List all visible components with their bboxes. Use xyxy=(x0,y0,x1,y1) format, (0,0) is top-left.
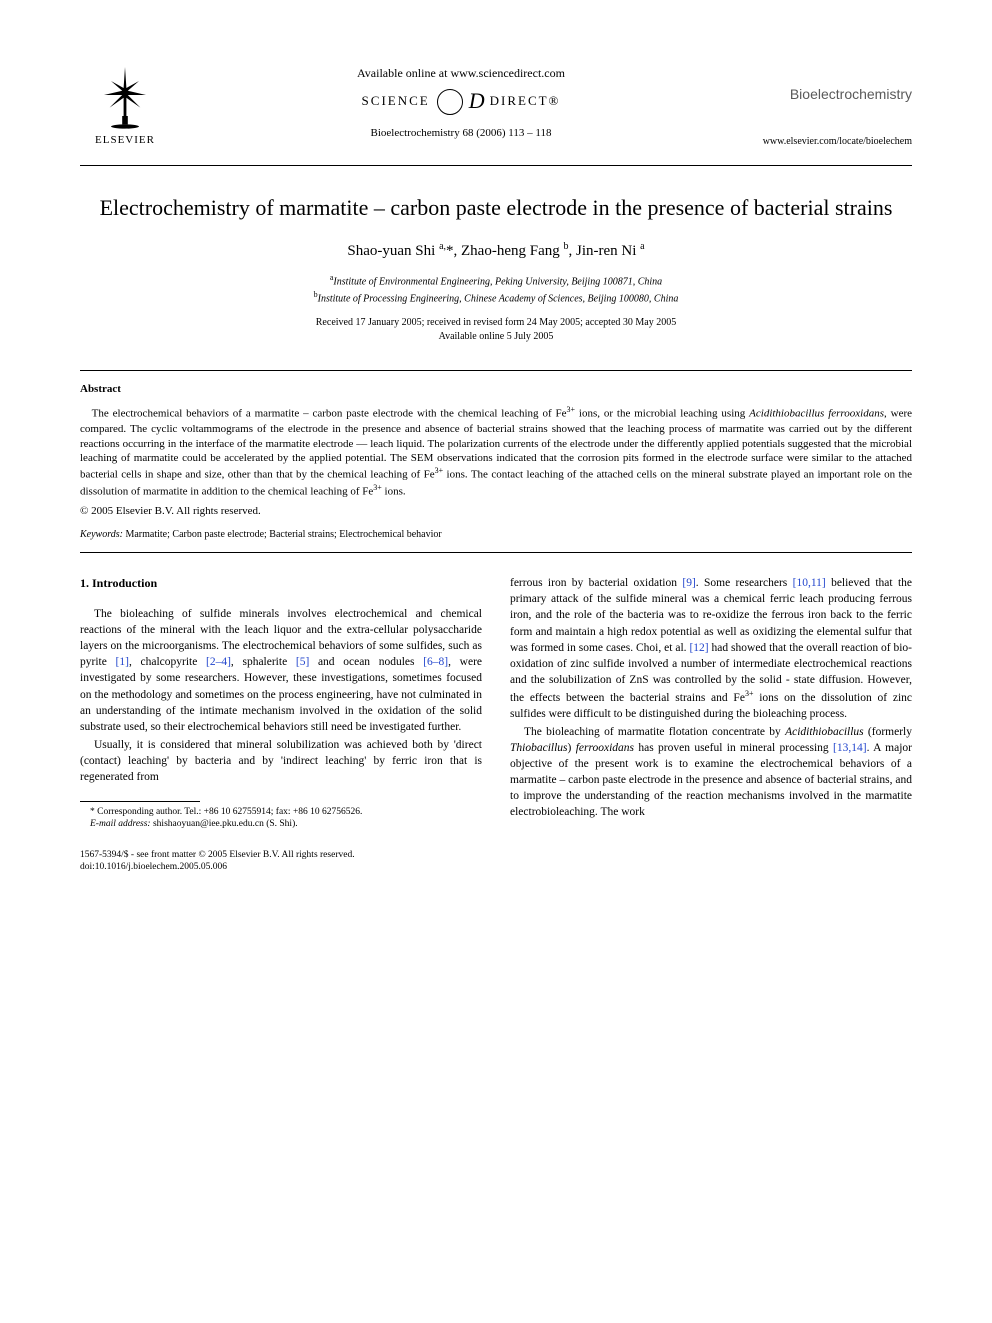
citation-line: Bioelectrochemistry 68 (2006) 113 – 118 xyxy=(170,127,752,139)
intro-para-2: Usually, it is considered that mineral s… xyxy=(80,737,482,785)
journal-url: www.elsevier.com/locate/bioelechem xyxy=(752,136,912,147)
affiliations: aInstitute of Environmental Engineering,… xyxy=(80,272,912,307)
fingerprint-icon xyxy=(434,91,464,111)
footnote-rule xyxy=(80,801,200,802)
front-matter-line: 1567-5394/$ - see front matter © 2005 El… xyxy=(80,849,482,874)
corresponding-author: * Corresponding author. Tel.: +86 10 627… xyxy=(80,806,482,818)
intro-para-1: The bioleaching of sulfide minerals invo… xyxy=(80,606,482,735)
divider-bottom xyxy=(80,552,912,553)
paper-header: ELSEVIER Available online at www.science… xyxy=(80,60,912,166)
sd-right: DIRECT® xyxy=(490,93,561,109)
header-right: Bioelectrochemistry www.elsevier.com/loc… xyxy=(752,60,912,147)
received-date: Received 17 January 2005; received in re… xyxy=(80,316,912,330)
divider-top xyxy=(80,370,912,371)
abstract-body: The electrochemical behaviors of a marma… xyxy=(80,405,912,499)
publisher-name: ELSEVIER xyxy=(95,134,155,146)
sd-left: SCIENCE xyxy=(362,93,430,109)
right-column: ferrous iron by bacterial oxidation [9].… xyxy=(510,575,912,873)
abstract-heading: Abstract xyxy=(80,383,912,395)
left-column: 1. Introduction The bioleaching of sulfi… xyxy=(80,575,482,873)
email-label: E-mail address: xyxy=(90,819,151,829)
affiliation-a: aInstitute of Environmental Engineering,… xyxy=(80,272,912,289)
online-date: Available online 5 July 2005 xyxy=(80,330,912,344)
author-list: Shao-yuan Shi a,*, Zhao-heng Fang b, Jin… xyxy=(80,241,912,260)
keywords-line: Keywords: Marmatite; Carbon paste electr… xyxy=(80,529,912,540)
header-center: Available online at www.sciencedirect.co… xyxy=(170,60,752,139)
sd-d-glyph: d xyxy=(468,94,488,107)
email-address: shishaoyuan@iee.pku.edu.cn (S. Shi). xyxy=(153,819,298,829)
affiliation-b: bInstitute of Processing Engineering, Ch… xyxy=(80,289,912,306)
available-online-text: Available online at www.sciencedirect.co… xyxy=(170,66,752,81)
sciencedirect-logo: SCIENCE d DIRECT® xyxy=(362,91,561,111)
body-columns: 1. Introduction The bioleaching of sulfi… xyxy=(80,575,912,873)
intro-para-3: The bioleaching of marmatite flotation c… xyxy=(510,724,912,821)
publisher-block: ELSEVIER xyxy=(80,60,170,146)
abstract-copyright: © 2005 Elsevier B.V. All rights reserved… xyxy=(80,505,912,517)
doi-line: doi:10.1016/j.bioelechem.2005.05.006 xyxy=(80,861,482,873)
keywords-text: Marmatite; Carbon paste electrode; Bacte… xyxy=(125,529,441,540)
elsevier-tree-icon xyxy=(90,60,160,130)
section-1-heading: 1. Introduction xyxy=(80,575,482,592)
keywords-label: Keywords: xyxy=(80,529,123,540)
article-title: Electrochemistry of marmatite – carbon p… xyxy=(80,194,912,223)
email-line: E-mail address: shishaoyuan@iee.pku.edu.… xyxy=(80,818,482,830)
journal-name: Bioelectrochemistry xyxy=(752,86,912,102)
article-dates: Received 17 January 2005; received in re… xyxy=(80,316,912,344)
issn-line: 1567-5394/$ - see front matter © 2005 El… xyxy=(80,849,482,861)
intro-para-2-cont: ferrous iron by bacterial oxidation [9].… xyxy=(510,575,912,722)
